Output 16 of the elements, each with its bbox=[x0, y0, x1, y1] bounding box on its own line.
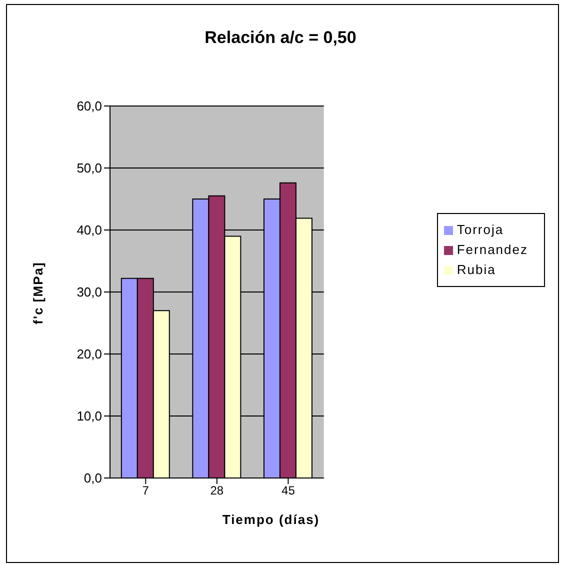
x-tick-label: 7 bbox=[142, 484, 150, 498]
legend-label: Rubia bbox=[456, 262, 496, 277]
x-axis-title: Tiempo (días) bbox=[221, 512, 321, 527]
legend-label: Torroja bbox=[456, 222, 504, 237]
y-tick-label: 10,0 bbox=[76, 408, 102, 424]
y-tick-label: 0,0 bbox=[84, 470, 102, 486]
legend-label: Fernandez bbox=[456, 242, 528, 257]
x-tick-label: 45 bbox=[282, 484, 296, 498]
y-tick-label: 50,0 bbox=[76, 160, 102, 176]
y-tick-label: 30,0 bbox=[76, 284, 102, 300]
x-tick-label: 28 bbox=[210, 484, 224, 498]
y-tick-label: 20,0 bbox=[76, 346, 102, 362]
y-tick-label: 40,0 bbox=[76, 222, 102, 238]
chart-title: Relación a/c = 0,50 bbox=[204, 28, 358, 48]
y-tick-label: 60,0 bbox=[76, 98, 102, 114]
y-axis-title: f'c [MPa] bbox=[30, 262, 46, 324]
